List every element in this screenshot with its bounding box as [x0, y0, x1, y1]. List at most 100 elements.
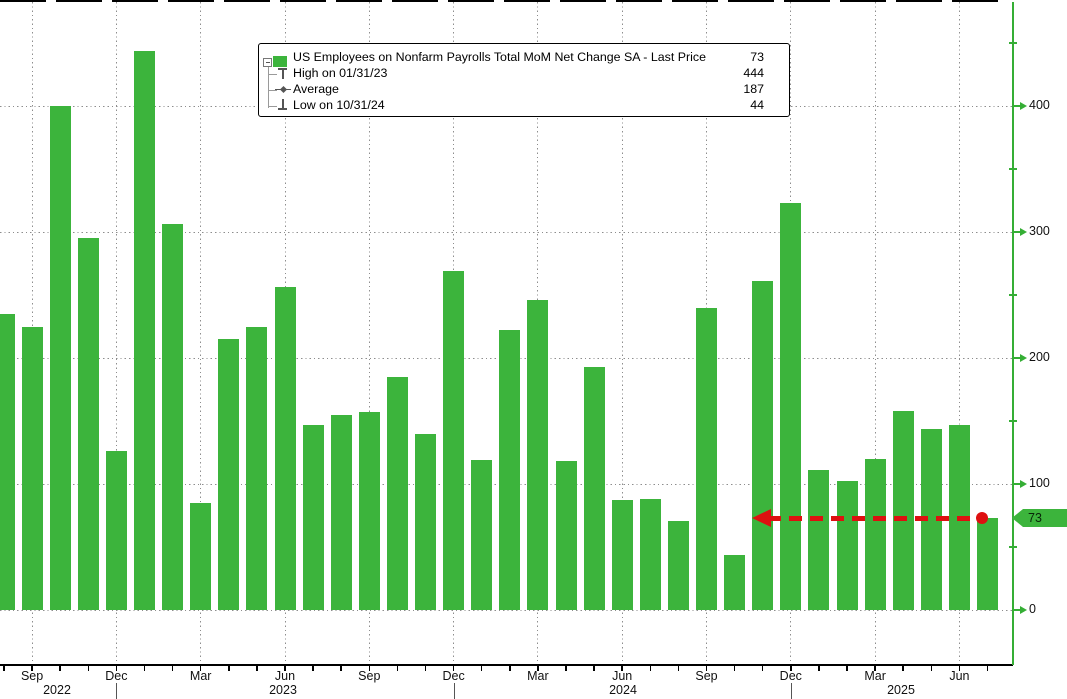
x-tick-jul-2025 — [986, 665, 989, 671]
x-tick-aug-2024 — [677, 665, 680, 671]
v-gridline — [958, 2, 960, 664]
x-tick-oct-2024 — [733, 665, 736, 671]
x-tick-may-2023 — [256, 665, 258, 671]
bar-feb-2024 — [499, 330, 521, 610]
chart-legend: US Employees on Nonfarm Payrolls Total M… — [258, 43, 790, 117]
annotation-arrowhead-icon[interactable] — [752, 509, 771, 528]
bar-nov-2022 — [77, 238, 99, 610]
x-year-label-2024: 2024 — [609, 683, 637, 697]
high-marker-icon — [277, 68, 289, 79]
legend-high-label: High on 01/31/23 — [293, 66, 388, 80]
x-tick-nov-2022 — [87, 665, 90, 671]
y-tick-arrowhead-icon — [1020, 102, 1027, 110]
year-separator-line — [454, 683, 455, 699]
y-tick-arrowhead-icon — [1020, 354, 1027, 362]
legend-series-label: US Employees on Nonfarm Payrolls Total M… — [293, 50, 706, 64]
last-price-badge-value: 73 — [1028, 511, 1042, 526]
bar-mar-2024 — [527, 300, 549, 610]
y-minor-tick — [1009, 42, 1017, 44]
y-minor-tick — [1009, 168, 1017, 170]
legend-row-average[interactable]: Average 187 — [259, 81, 789, 97]
x-tick-apr-2023 — [228, 665, 230, 671]
low-marker-icon — [277, 99, 289, 110]
legend-low-value: 44 — [750, 98, 764, 112]
x-tick-jul-2023 — [312, 665, 314, 671]
x-year-label-2023: 2023 — [269, 683, 297, 697]
legend-tree-stub — [269, 90, 277, 91]
x-axis-line — [0, 664, 1013, 666]
x-tick-apr-2024 — [565, 665, 567, 671]
bar-apr-2024 — [555, 461, 577, 610]
bar-nov-2024 — [752, 281, 774, 610]
legend-tree-stub — [269, 74, 277, 75]
x-tick-aug-2023 — [340, 665, 342, 671]
bar-jun-2024 — [611, 500, 633, 610]
x-tick-jun-2023 — [284, 665, 286, 671]
bar-oct-2023 — [386, 376, 408, 610]
y-axis-label-0: 0 — [1029, 602, 1036, 616]
legend-collapse-toggle-icon[interactable] — [263, 58, 272, 67]
y-tick-arrow-icon — [1013, 609, 1021, 611]
x-tick-may-2025 — [930, 665, 933, 671]
y-tick-arrow-icon — [1013, 357, 1021, 359]
annotation-arrow-dashes[interactable] — [768, 515, 979, 521]
x-tick-mar-2023 — [199, 665, 202, 671]
legend-row-low[interactable]: Low on 10/31/24 44 — [259, 97, 789, 113]
legend-tree-stub — [269, 106, 277, 107]
x-tick-may-2024 — [593, 665, 595, 671]
y-tick-arrow-icon — [1013, 231, 1021, 233]
bar-jun-2023 — [274, 287, 296, 610]
last-price-badge: 73 — [1012, 509, 1067, 528]
v-gridline — [115, 2, 117, 664]
x-tick-jun-2025 — [958, 665, 961, 671]
x-label-jun-2023: Jun — [274, 669, 296, 683]
y-axis-line — [1012, 2, 1014, 665]
x-tick-dec-2024 — [790, 665, 792, 671]
x-label-mar-2024: Mar — [527, 669, 549, 683]
x-tick-jul-2024 — [649, 665, 652, 671]
x-label-jun-2025: Jun — [949, 669, 970, 683]
x-tick-sep-2024 — [705, 665, 708, 671]
x-tick-mar-2024 — [537, 665, 539, 671]
x-label-sep-2024: Sep — [695, 669, 718, 683]
bar-aug-2023 — [330, 414, 352, 610]
bar-jul-2023 — [302, 424, 324, 610]
x-tick-apr-2025 — [902, 665, 904, 671]
series-color-swatch-icon — [273, 56, 287, 67]
x-tick-feb-2025 — [846, 665, 848, 671]
bar-jan-2023 — [134, 50, 155, 610]
top-crop-line — [0, 0, 1005, 2]
y-tick-arrowhead-icon — [1020, 228, 1027, 236]
x-tick-sep-2022 — [31, 665, 33, 671]
x-tick-mar-2025 — [874, 665, 876, 671]
legend-average-label: Average — [293, 82, 339, 96]
x-tick-nov-2023 — [424, 665, 427, 671]
bar-dec-2024 — [780, 203, 802, 610]
y-axis-label-400: 400 — [1029, 98, 1050, 112]
bar-feb-2023 — [162, 224, 184, 610]
x-label-mar-2025: Mar — [864, 669, 886, 683]
bar-sep-2023 — [358, 412, 380, 610]
y-tick-arrowhead-icon — [1020, 480, 1027, 488]
bar-oct-2022 — [49, 106, 71, 610]
x-tick-jan-2025 — [818, 665, 820, 671]
bar-aug-2022 — [0, 313, 15, 610]
x-label-jun-2024: Jun — [612, 669, 633, 683]
x-tick-aug-2022 — [3, 665, 5, 671]
legend-row-high[interactable]: High on 01/31/23 444 — [259, 65, 789, 81]
bar-may-2023 — [246, 326, 268, 610]
legend-row-series[interactable]: US Employees on Nonfarm Payrolls Total M… — [259, 49, 789, 67]
legend-tree-line — [268, 62, 269, 108]
bar-may-2024 — [583, 366, 605, 610]
bar-aug-2024 — [667, 520, 689, 610]
bar-oct-2024 — [724, 554, 746, 610]
x-label-sep-2022: Sep — [20, 669, 44, 683]
x-tick-nov-2024 — [761, 665, 764, 671]
annotation-arrow-dot-icon[interactable] — [976, 512, 988, 525]
bar-jul-2024 — [639, 499, 661, 610]
y-tick-arrow-icon — [1013, 483, 1021, 485]
y-tick-arrow-icon — [1013, 105, 1021, 107]
v-gridline — [200, 2, 202, 664]
y-minor-tick — [1009, 546, 1017, 548]
